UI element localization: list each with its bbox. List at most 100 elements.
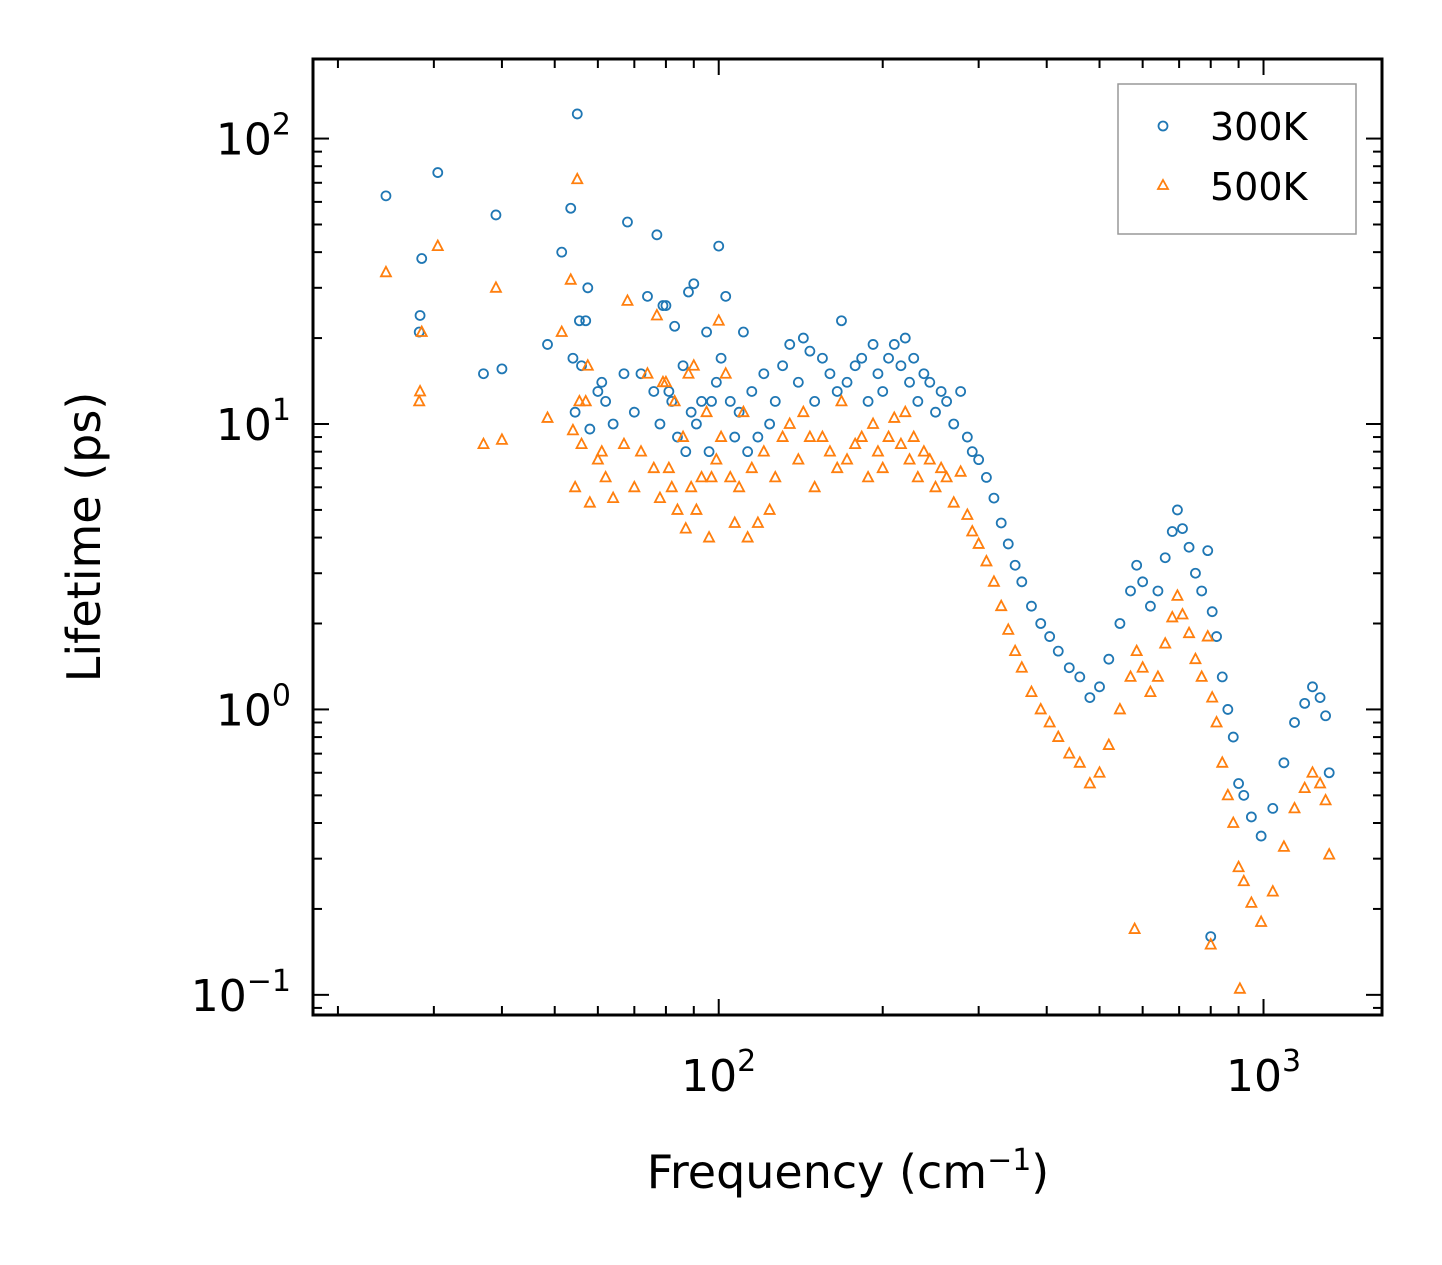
data-point-300K (677, 360, 689, 372)
data-point-500K (1170, 588, 1184, 601)
data-point-300K (642, 290, 653, 302)
y-tick-label: 100 (216, 678, 291, 736)
data-point-300K (1131, 559, 1143, 571)
data-point-500K (662, 460, 676, 474)
data-point-300K (1052, 645, 1064, 657)
data-point-300K (1114, 618, 1126, 629)
data-point-500K (1233, 981, 1247, 994)
data-point-300K (1026, 600, 1037, 612)
data-point-500K (823, 444, 837, 457)
data-point-500K (1205, 690, 1219, 703)
data-point-500K (684, 479, 698, 493)
data-point-500K (668, 393, 682, 407)
data-point-300K (1183, 541, 1195, 553)
data-point-500K (940, 469, 954, 483)
data-point-500K (791, 452, 805, 465)
data-point-500K (695, 469, 709, 483)
data-point-300K (758, 368, 770, 380)
data-point-300K (628, 406, 640, 418)
data-point-500K (541, 410, 555, 423)
data-point-300K (904, 376, 915, 388)
data-point-300K (908, 352, 920, 364)
data-point-300K (1035, 618, 1047, 629)
data-point-500K (861, 469, 875, 483)
data-point-300K (1074, 671, 1086, 683)
y-axis-title: Lifetime (ps) (57, 392, 111, 683)
data-point-500K (1210, 715, 1224, 728)
data-point-300K (1152, 585, 1164, 597)
data-point-300K (804, 345, 816, 357)
data-point-300K (824, 368, 836, 380)
data-point-500K (665, 479, 679, 493)
data-point-300K (1159, 552, 1171, 564)
data-point-300K (856, 352, 868, 364)
data-point-500K (1232, 859, 1246, 873)
data-point-300K (584, 423, 596, 435)
data-point-500K (670, 502, 684, 515)
data-point-300K (1222, 704, 1234, 715)
data-point-500K (1195, 669, 1209, 682)
data-point-300K (1145, 600, 1156, 612)
data-point-500K (575, 436, 589, 450)
data-point-500K (1043, 715, 1057, 728)
data-point-500K (431, 238, 445, 251)
data-point-300K (496, 363, 508, 375)
data-point-300K (988, 492, 1000, 504)
data-point-500K (650, 308, 664, 321)
data-point-300K (841, 376, 853, 388)
data-point-500K (1136, 660, 1150, 673)
data-point-300K (918, 368, 930, 380)
x-tick-label: 103 (1226, 1044, 1301, 1102)
data-point-500K (894, 436, 908, 450)
data-point-500K (555, 324, 569, 337)
data-point-500K (634, 444, 648, 457)
data-point-500K (965, 524, 979, 537)
data-point-500K (1083, 776, 1097, 789)
data-point-500K (581, 358, 595, 371)
data-point-500K (702, 530, 716, 543)
data-point-300K (899, 332, 911, 344)
data-point-300K (961, 431, 973, 443)
data-point-500K (606, 490, 620, 504)
data-point-500K (1151, 669, 1165, 682)
data-point-300K (582, 282, 594, 294)
data-point-500K (681, 366, 695, 379)
data-point-500K (994, 598, 1008, 612)
data-point-300K (930, 406, 941, 418)
data-point-300K (792, 376, 804, 388)
data-point-300K (912, 395, 924, 407)
data-point-500K (1322, 847, 1336, 860)
data-point-300K (651, 229, 663, 241)
data-point-500K (1204, 937, 1218, 950)
data-point-300K (600, 395, 612, 407)
data-point-500K (855, 429, 869, 442)
data-point-300K (836, 315, 847, 327)
data-point-300K (777, 360, 789, 372)
data-point-300K (710, 376, 722, 388)
data-point-300K (592, 386, 604, 397)
data-point-500K (412, 393, 426, 407)
data-point-500K (947, 495, 961, 508)
data-point-500K (741, 530, 755, 543)
data-point-500K (676, 429, 690, 442)
data-point-300K (416, 253, 428, 264)
data-point-500K (583, 495, 597, 508)
data-point-300K (883, 352, 894, 364)
data-point-300K (580, 315, 592, 327)
data-point-500K (640, 366, 654, 379)
data-point-500K (1313, 776, 1327, 789)
data-point-500K (776, 429, 790, 442)
data-point-500K (712, 313, 726, 326)
data-point-500K (1102, 737, 1116, 750)
data-point-500K (572, 393, 586, 407)
data-point-500K (1201, 629, 1215, 642)
data-point-500K (768, 469, 782, 483)
legend-label-500K: 500K (1210, 165, 1309, 209)
data-point-300K (715, 352, 727, 364)
data-point-300K (706, 395, 717, 407)
data-point-300K (618, 368, 630, 380)
data-point-300K (1172, 504, 1183, 516)
data-point-300K (809, 395, 821, 407)
data-point-300K (685, 406, 697, 418)
data-point-300K (542, 339, 553, 350)
